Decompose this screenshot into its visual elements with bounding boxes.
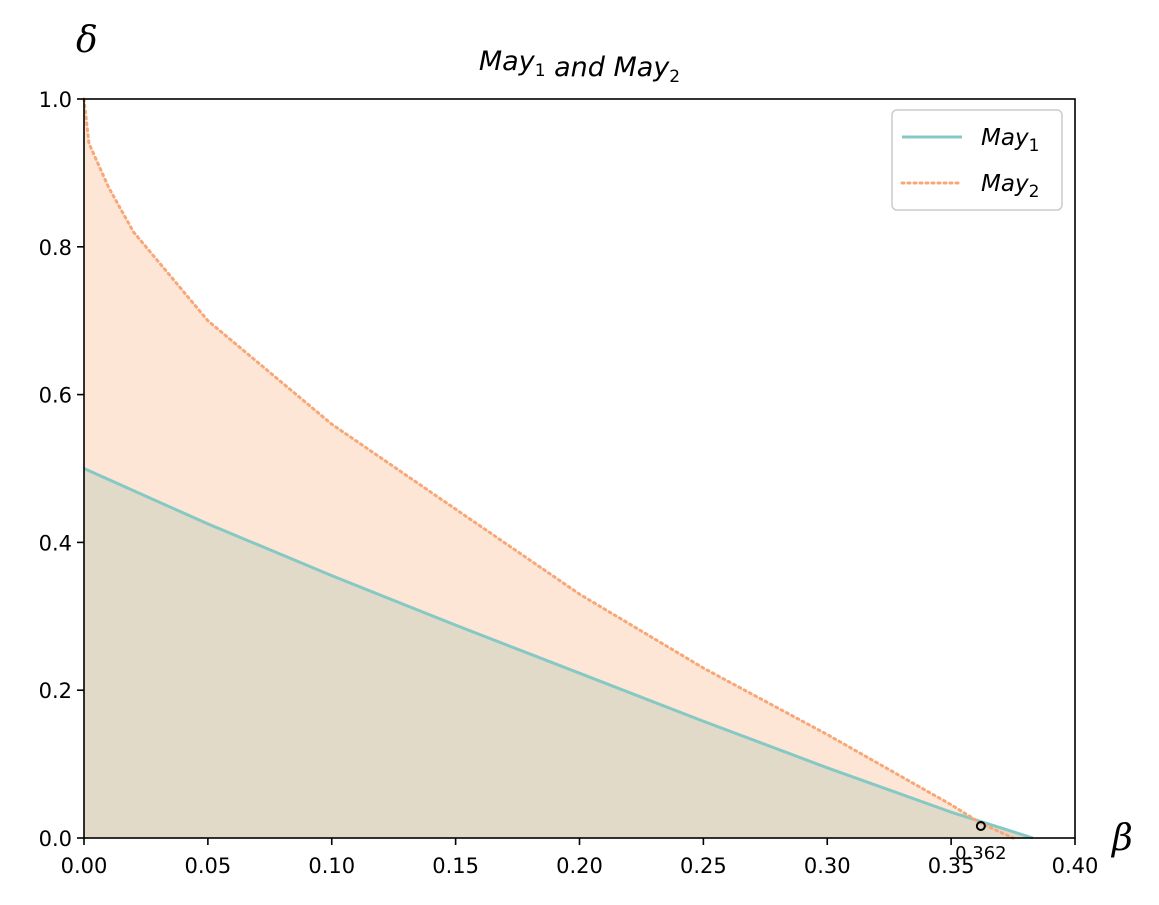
x-tick-label: 0.05 [184, 854, 231, 878]
legend-entry-1: May1 [981, 125, 1039, 156]
annotation-marker [975, 821, 986, 831]
legend-entry-2: May2 [981, 171, 1039, 202]
x-axis-ticks: 0.00 0.05 0.10 0.15 0.20 0.25 0.30 0.35 0.40 [61, 838, 1099, 878]
x-tick-label: 0.00 [61, 854, 108, 878]
legend-box [891, 109, 1063, 211]
x-tick-label: 0.40 [1052, 854, 1099, 878]
x-tick-label: 0.15 [432, 854, 479, 878]
y-tick-label: 0.0 [39, 827, 72, 851]
chart-title: May1 and May2 [479, 46, 680, 87]
y-tick-label: 0.6 [39, 384, 72, 408]
y-tick-label: 1.0 [39, 88, 72, 112]
y-axis-label: δ [76, 20, 98, 61]
annotations: 0.362 [955, 821, 1007, 864]
legend: May1 May2 [891, 109, 1063, 211]
x-tick-label: 0.20 [556, 854, 603, 878]
series-line-2 [82, 97, 1015, 840]
x-tick-label: 0.25 [680, 854, 727, 878]
x-tick-label: 0.30 [804, 854, 851, 878]
series-lines [82, 97, 1034, 840]
y-tick-label: 0.4 [39, 531, 72, 555]
x-tick-label: 0.10 [308, 854, 355, 878]
annotation-label: 0.362 [955, 843, 1007, 864]
y-tick-label: 0.8 [39, 236, 72, 260]
series-line-1 [83, 467, 1034, 840]
area-fill-series-1 [84, 468, 1033, 838]
y-axis-ticks: 0.0 0.2 0.4 0.6 0.8 1.0 [39, 88, 84, 851]
x-axis-label: β [1110, 818, 1133, 859]
area-fills [84, 99, 1033, 838]
y-tick-label: 0.2 [39, 679, 72, 703]
x-tick-label: 0.35 [928, 854, 975, 878]
